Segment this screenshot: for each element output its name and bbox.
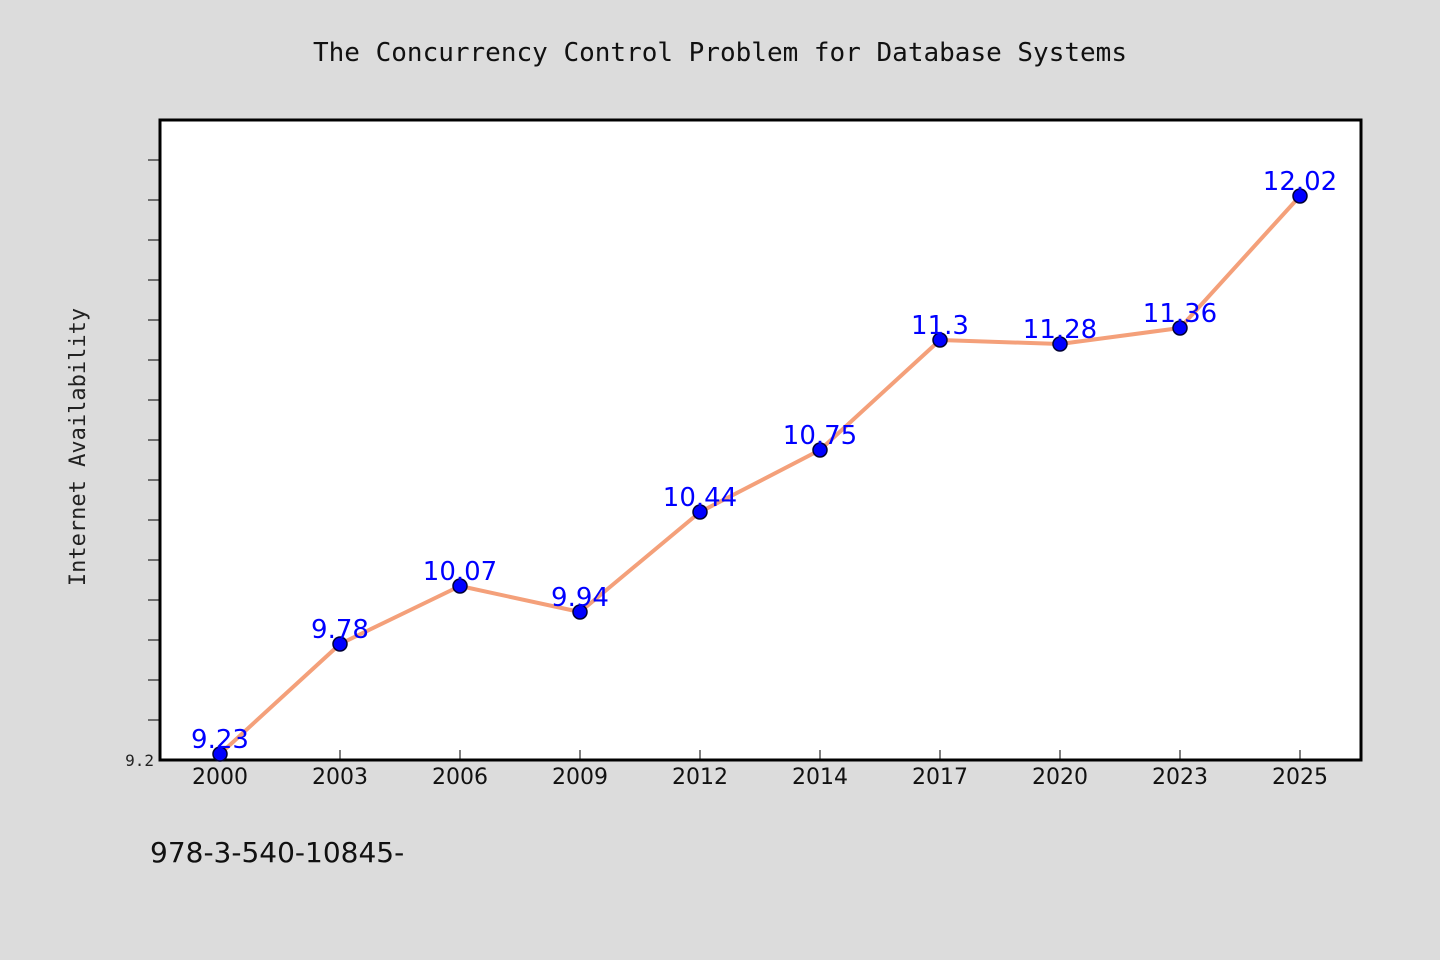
x-tick-label: 2012: [672, 765, 728, 790]
x-tick-label: 2017: [912, 765, 968, 790]
x-tick-label: 2009: [552, 765, 608, 790]
data-label: 10.75: [783, 421, 857, 451]
data-label: 9.78: [311, 615, 369, 645]
data-label: 10.44: [663, 483, 737, 513]
y-axis-ticks: 9.2: [125, 159, 160, 770]
y-tick-label: 9.2: [125, 751, 154, 770]
x-axis-ticks: 2000 2003 2006 2009 2012 2014 2017 2020 2023 2025: [192, 750, 1328, 790]
x-tick-label: 2014: [792, 765, 848, 790]
data-point: [452, 578, 468, 594]
series-group: [212, 188, 1308, 762]
data-point: [692, 504, 708, 520]
plot-area: [158, 118, 1363, 762]
data-point: [812, 442, 828, 458]
x-tick-label: 2006: [432, 765, 488, 790]
data-point: [932, 332, 948, 348]
data-point: [1172, 320, 1188, 336]
chart-title: The Concurrency Control Problem for Data…: [313, 38, 1127, 68]
data-point: [1292, 188, 1308, 204]
data-point: [572, 604, 588, 620]
data-label: 11.28: [1023, 315, 1097, 345]
data-label: 9.94: [551, 583, 609, 613]
data-point: [1052, 336, 1068, 352]
y-axis-label: Internet Availability: [66, 308, 91, 586]
footer-code: 978-3-540-10845-: [150, 836, 404, 869]
data-label: 10.07: [423, 557, 497, 587]
data-labels: 9.23 9.78 10.07 9.94 10.44 10.75 11.3 11.28 11.3…: [191, 167, 1337, 755]
x-tick-label: 2023: [1152, 765, 1208, 790]
x-tick-label: 2025: [1272, 765, 1328, 790]
data-label: 11.36: [1143, 299, 1217, 329]
data-point: [332, 636, 348, 652]
data-point: [212, 746, 228, 762]
x-tick-label: 2003: [312, 765, 368, 790]
series-line: [218, 194, 1302, 756]
data-label: 11.3: [911, 311, 969, 341]
data-label: 12.02: [1263, 167, 1337, 197]
x-tick-label: 2000: [192, 765, 248, 790]
x-tick-label: 2020: [1032, 765, 1088, 790]
data-label: 9.23: [191, 725, 249, 755]
